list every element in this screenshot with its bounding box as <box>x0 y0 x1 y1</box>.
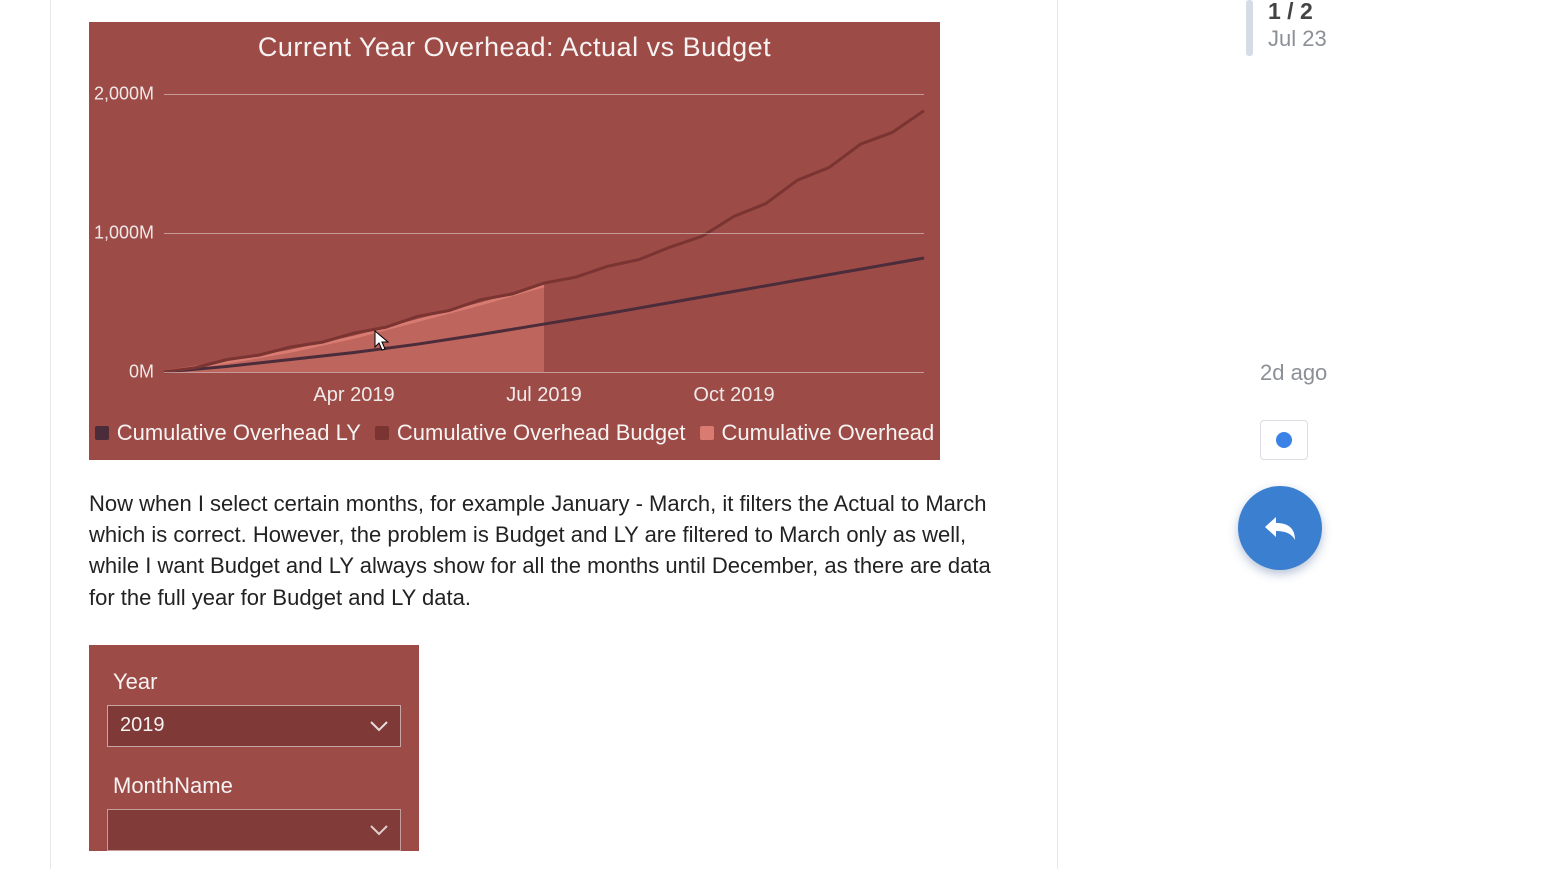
slicer-panel: Year 2019 MonthName <box>89 645 419 851</box>
legend-item-cum_ly[interactable]: Cumulative Overhead LY <box>95 420 361 446</box>
timeline-last-activity: 2d ago <box>1260 360 1327 386</box>
chart-legend: Cumulative Overhead LY Cumulative Overhea… <box>89 420 940 446</box>
timeline-post-counter: 1 / 2 <box>1268 0 1313 25</box>
chart-gridline <box>164 94 924 95</box>
slicer-year-value: 2019 <box>120 714 165 737</box>
chart-xtick: Apr 2019 <box>313 384 394 407</box>
slicer-month-label: MonthName <box>113 773 401 799</box>
post-paragraph: Now when I select certain months, for ex… <box>89 488 1009 613</box>
overhead-chart: Current Year Overhead: Actual vs Budget … <box>89 22 940 460</box>
chart-plot-area: 0M1,000M2,000MApr 2019Jul 2019Oct 2019 <box>164 94 924 372</box>
chart-ytick: 0M <box>129 362 154 383</box>
chart-title: Current Year Overhead: Actual vs Budget <box>89 22 940 63</box>
chart-gridline <box>164 233 924 234</box>
chart-xtick: Jul 2019 <box>506 384 582 407</box>
topic-timeline-rail: 1 / 2 Jul 23 2d ago <box>1218 0 1548 869</box>
jump-to-bottom-button[interactable] <box>1260 420 1308 460</box>
slicer-month-select[interactable] <box>107 809 401 851</box>
timeline-scroll-indicator[interactable] <box>1246 0 1253 56</box>
legend-swatch-icon <box>375 426 389 440</box>
post-content-column: Current Year Overhead: Actual vs Budget … <box>50 0 1058 869</box>
legend-item-cum_budget[interactable]: Cumulative Overhead Budget <box>375 420 686 446</box>
chevron-down-icon <box>370 824 388 836</box>
slicer-year-label: Year <box>113 669 401 695</box>
legend-item-cum_actual[interactable]: Cumulative Overhead <box>700 420 935 446</box>
chart-ytick: 2,000M <box>94 84 154 105</box>
slicer-year-select[interactable]: 2019 <box>107 705 401 747</box>
reply-icon <box>1263 514 1297 542</box>
legend-swatch-icon <box>700 426 714 440</box>
reply-button[interactable] <box>1238 486 1322 570</box>
legend-label: Cumulative Overhead Budget <box>397 420 686 446</box>
timeline-topic-date: Jul 23 <box>1268 26 1327 52</box>
chevron-down-icon <box>370 720 388 732</box>
legend-label: Cumulative Overhead <box>722 420 935 446</box>
legend-swatch-icon <box>95 426 109 440</box>
legend-label: Cumulative Overhead LY <box>117 420 361 446</box>
chart-xtick: Oct 2019 <box>693 384 774 407</box>
chart-gridline <box>164 372 924 373</box>
chart-ytick: 1,000M <box>94 223 154 244</box>
unread-dot-icon <box>1276 432 1292 448</box>
